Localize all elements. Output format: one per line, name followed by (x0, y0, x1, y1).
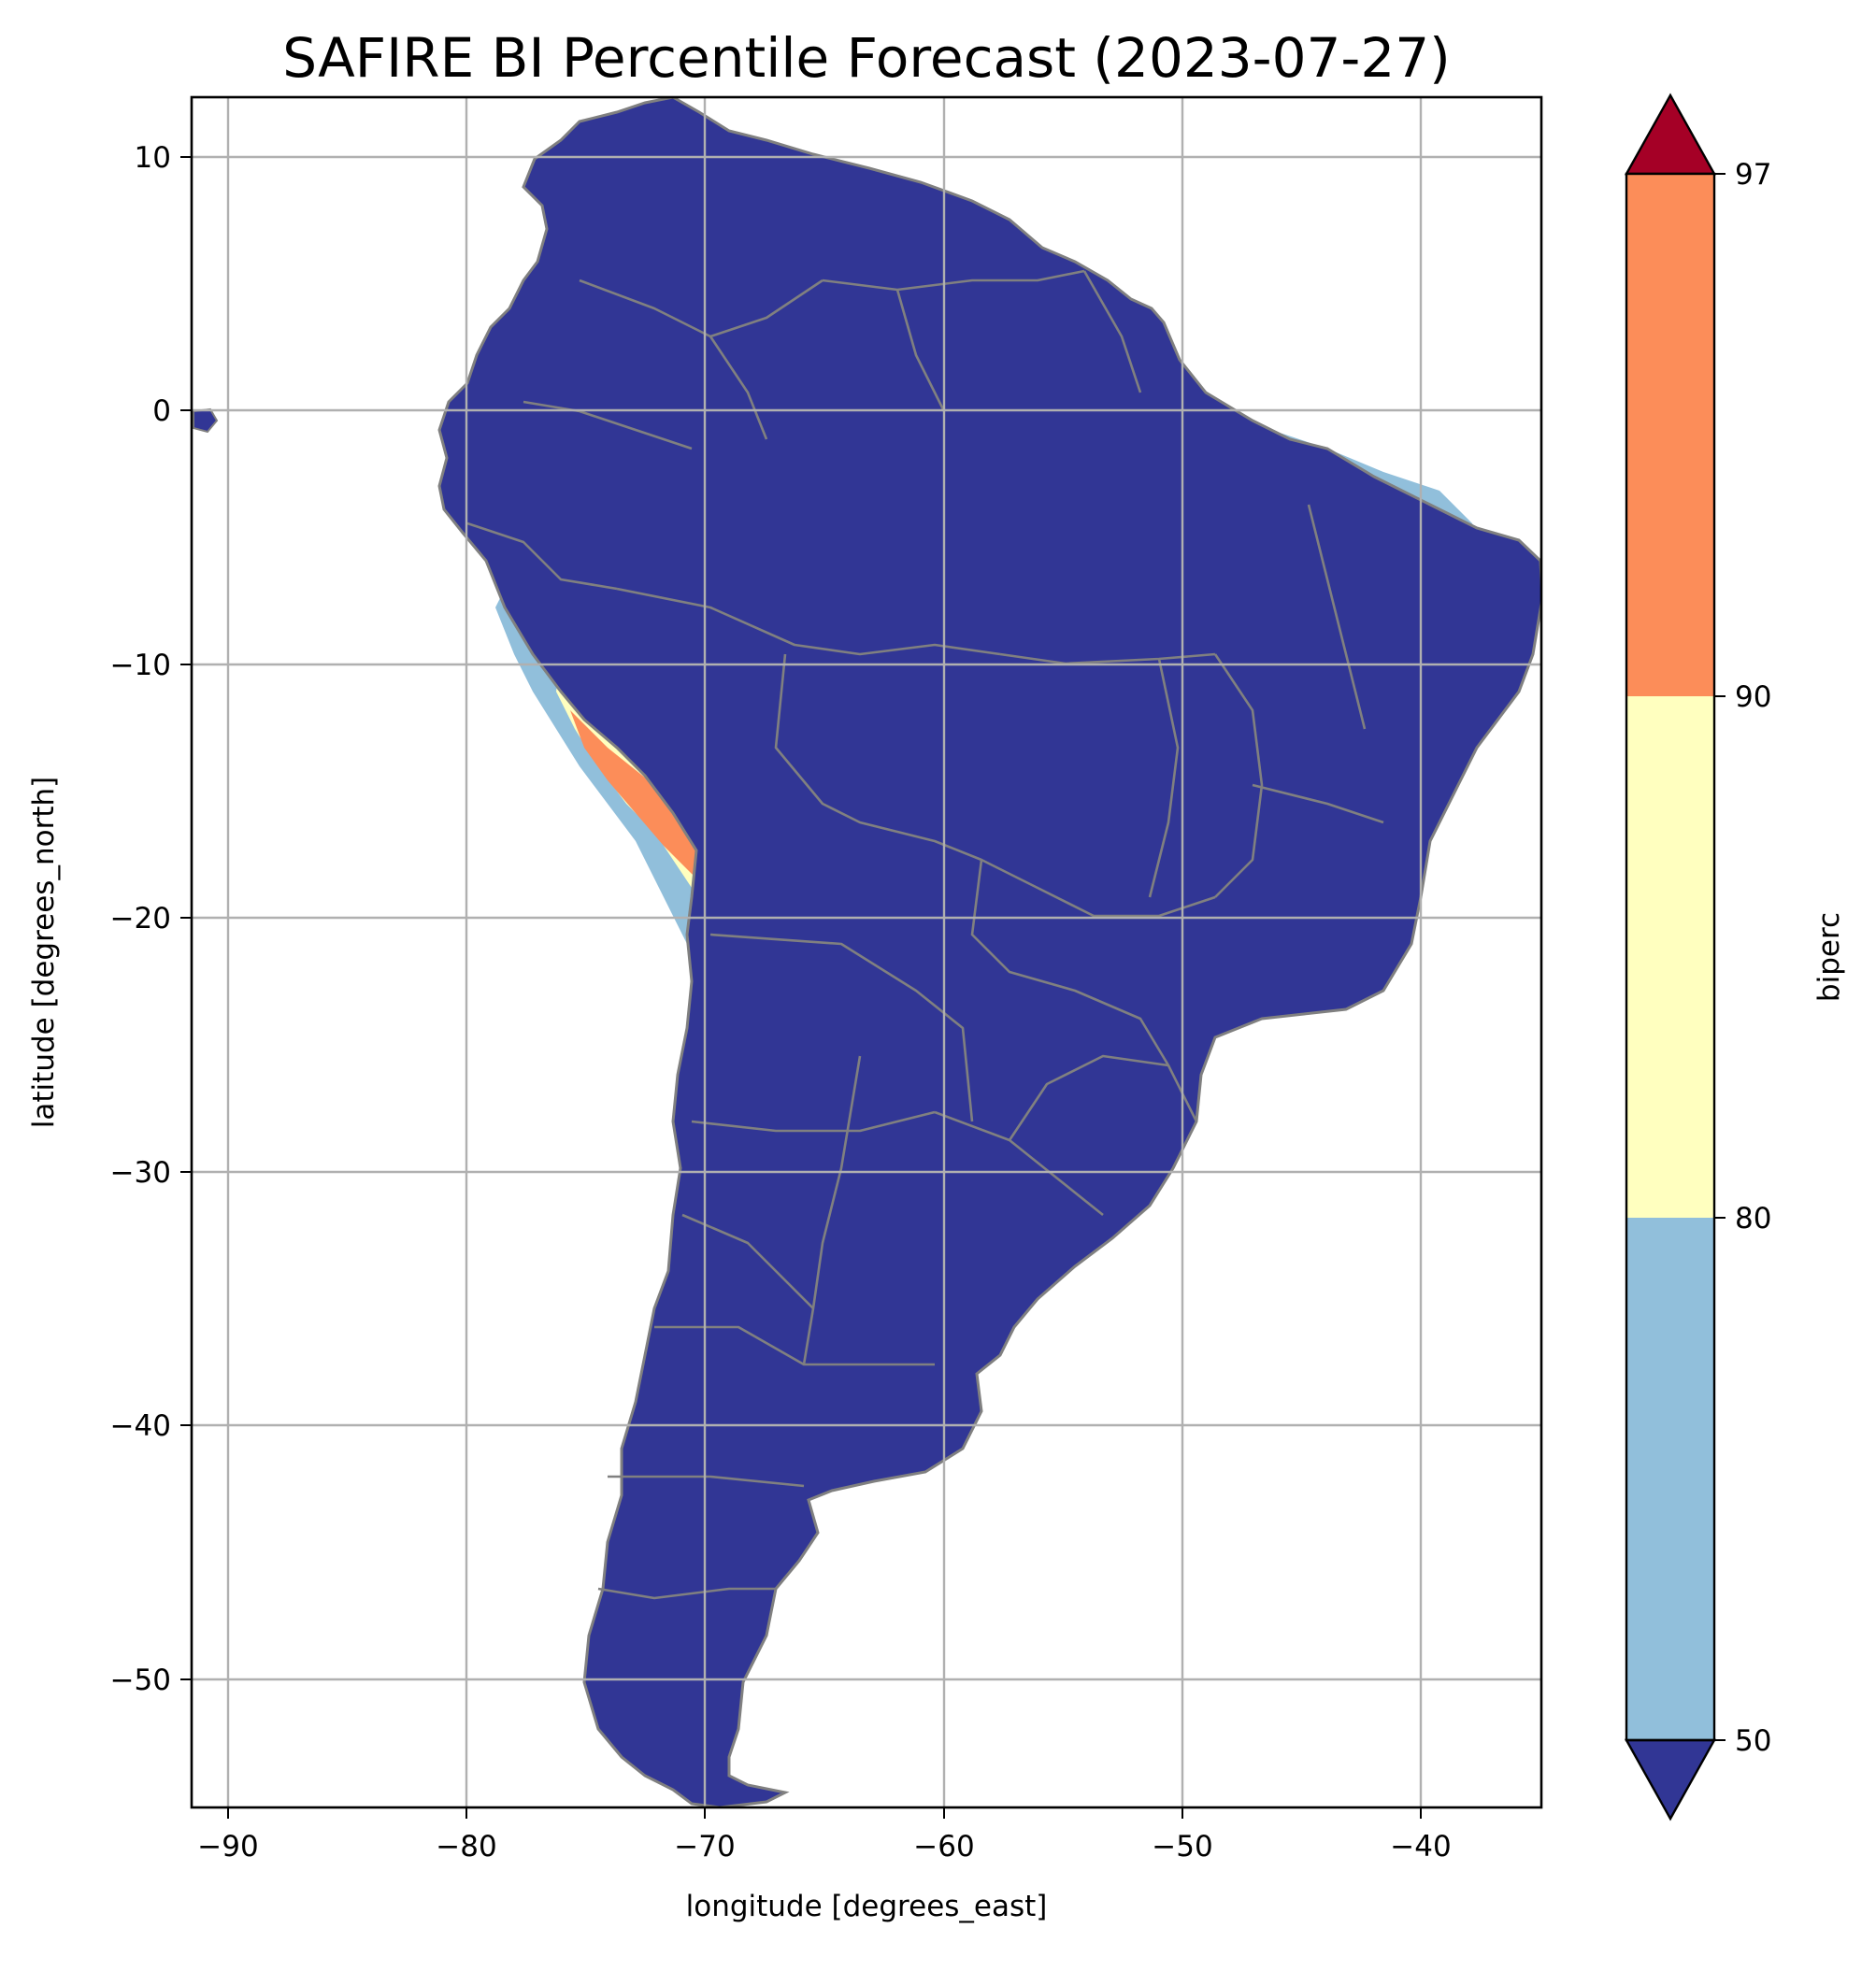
gridlines (192, 97, 1541, 1807)
y-tick-label: −10 (110, 649, 171, 682)
x-tick-label: −90 (197, 1830, 258, 1864)
chart-title: SAFIRE BI Percentile Forecast (2023-07-2… (282, 26, 1451, 90)
colorbar-tick-label: 90 (1735, 680, 1771, 714)
y-axis-label: latitude [degrees_north] (27, 777, 61, 1128)
y-tick-label: 10 (135, 141, 171, 175)
colorbar-label: biperc (1812, 912, 1846, 1002)
colorbar-extend-min (1624, 1738, 1717, 1821)
map-content (193, 97, 1541, 1807)
y-axis: 10 0 −10 −20 −30 −40 −50 latitude [degre… (27, 141, 192, 1697)
x-tick-label: −60 (913, 1830, 974, 1864)
plot-frame (190, 95, 1543, 1809)
y-tick-label: −20 (110, 902, 171, 936)
y-tick-label: −30 (110, 1156, 171, 1190)
colorbar-tick-label: 97 (1735, 158, 1771, 192)
colorbar-level-90-97 (1626, 174, 1714, 696)
colorbar-level-50-80 (1626, 1218, 1714, 1740)
y-tick-label: −50 (110, 1664, 171, 1697)
map-panel (190, 95, 1543, 1809)
x-tick-label: −80 (436, 1830, 496, 1864)
y-tick-label: −40 (110, 1409, 171, 1443)
colorbar-extend-max (1624, 93, 1717, 176)
y-tick-label: 0 (152, 394, 171, 428)
colorbar-tick-label: 50 (1735, 1724, 1771, 1758)
colorbar-frame (1625, 172, 1716, 1742)
x-axis: −90 −80 −70 −60 −50 −40 longitude [degre… (197, 1807, 1452, 1923)
x-tick-label: −40 (1390, 1830, 1451, 1864)
x-tick-label: −70 (674, 1830, 735, 1864)
colorbar-tick-label: 80 (1735, 1202, 1771, 1235)
colorbar-level-80-90 (1626, 696, 1714, 1218)
boundaries (466, 269, 1384, 1600)
colorbar: 97 90 80 50 biperc (1624, 93, 1846, 1821)
x-axis-label: longitude [degrees_east] (686, 1890, 1048, 1923)
x-tick-label: −50 (1152, 1830, 1212, 1864)
